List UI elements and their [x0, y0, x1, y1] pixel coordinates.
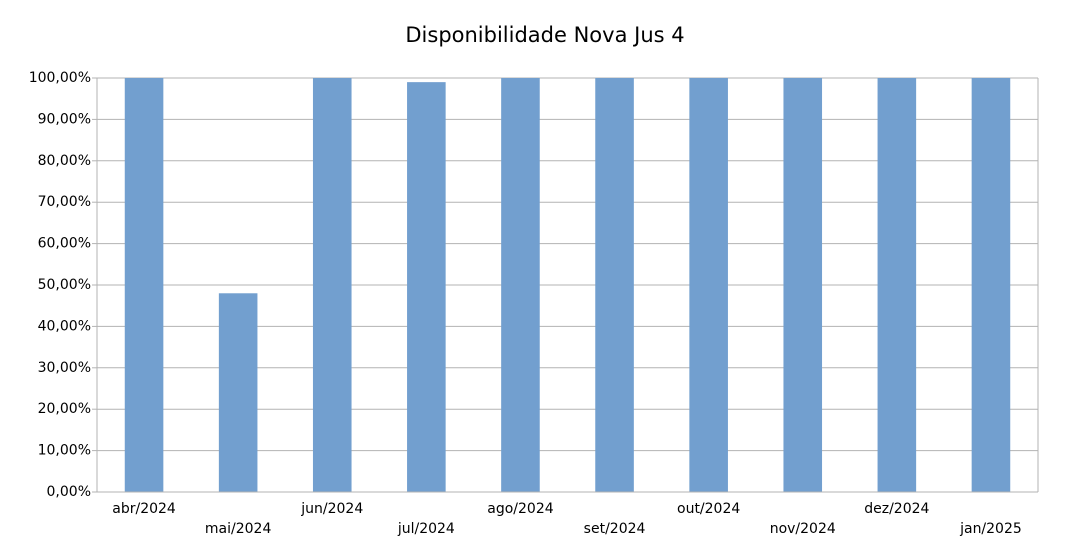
chart-title: Disponibilidade Nova Jus 4	[405, 23, 684, 47]
y-tick-label: 100,00%	[29, 70, 91, 86]
x-tick-label: jun/2024	[300, 501, 363, 517]
y-tick-label: 50,00%	[38, 277, 91, 293]
bar	[218, 293, 258, 492]
bar	[689, 78, 728, 492]
x-tick-label: abr/2024	[112, 501, 176, 517]
y-tick-label: 10,00%	[38, 443, 91, 459]
bar	[971, 78, 1011, 492]
y-tick-label: 70,00%	[38, 194, 91, 210]
x-tick-label: nov/2024	[770, 521, 836, 537]
bar	[312, 78, 352, 492]
bar	[783, 78, 823, 492]
bar	[501, 78, 540, 492]
x-tick-label: jan/2025	[959, 521, 1022, 537]
y-tick-label: 20,00%	[38, 401, 91, 417]
y-tick-label: 40,00%	[38, 318, 91, 334]
bar	[124, 78, 164, 492]
y-tick-label: 60,00%	[38, 236, 91, 252]
x-tick-label: dez/2024	[864, 501, 929, 517]
x-tick-label: jul/2024	[397, 521, 455, 537]
bar	[877, 78, 917, 492]
y-tick-label: 30,00%	[38, 360, 91, 376]
x-tick-label: set/2024	[584, 521, 646, 537]
bar	[595, 78, 634, 492]
y-tick-label: 0,00%	[47, 484, 91, 500]
x-tick-label: ago/2024	[487, 501, 553, 517]
bar	[407, 82, 446, 492]
y-tick-label: 80,00%	[38, 153, 91, 169]
y-tick-label: 90,00%	[38, 111, 91, 127]
x-tick-label: out/2024	[677, 501, 740, 517]
x-tick-label: mai/2024	[205, 521, 272, 537]
